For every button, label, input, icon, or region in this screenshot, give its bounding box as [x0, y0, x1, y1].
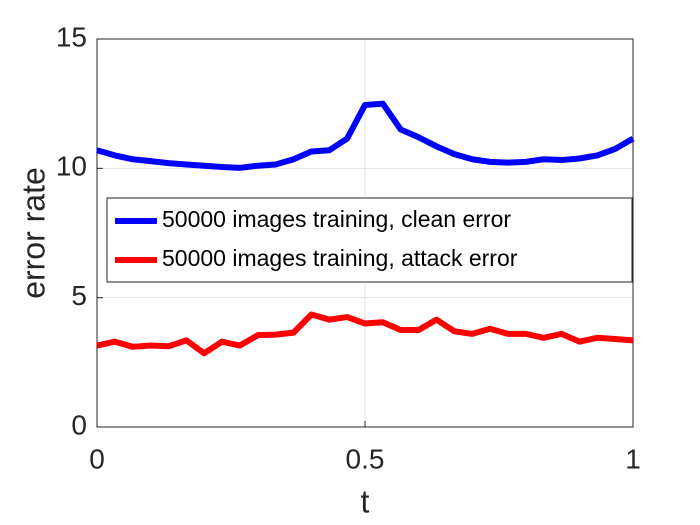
y-tick-label: 15: [56, 21, 87, 52]
series-line: [96, 311, 634, 357]
x-tick-label: 0: [89, 443, 105, 474]
y-tick-label: 10: [56, 151, 87, 182]
x-axis-label: t: [361, 483, 370, 519]
series-line: [96, 100, 635, 171]
legend-label: 50000 images training, attack error: [162, 245, 518, 271]
legend-box: [106, 197, 633, 283]
legend-label: 50000 images training, clean error: [162, 206, 511, 232]
y-tick-label: 0: [71, 409, 87, 440]
y-tick-label: 5: [71, 280, 87, 311]
plot-frame: [96, 38, 634, 428]
x-tick-label: 0.5: [346, 443, 385, 474]
x-tick-label: 1: [625, 443, 641, 474]
y-axis-label: error rate: [15, 167, 51, 299]
